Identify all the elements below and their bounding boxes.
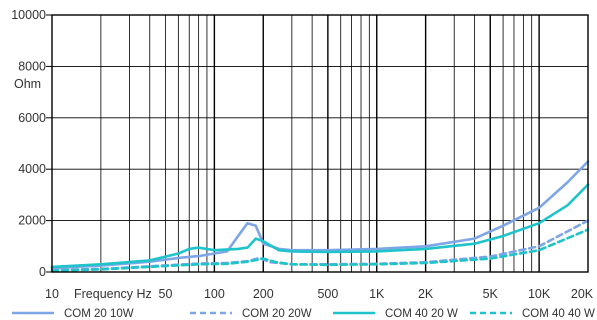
y-tick-labels: 10000 8000 6000 4000 2000 0 bbox=[11, 8, 46, 279]
x-tick-label: 10K bbox=[528, 287, 551, 301]
y-tick-label: 0 bbox=[39, 265, 46, 279]
y-tick-label: 6000 bbox=[18, 111, 46, 125]
x-tick-label: 100 bbox=[204, 287, 225, 301]
y-tick-label: 4000 bbox=[18, 162, 46, 176]
x-tick-label: 50 bbox=[159, 287, 173, 301]
legend-label: COM 40 20 W bbox=[385, 308, 458, 320]
x-tick-label: 5K bbox=[483, 287, 499, 301]
x-tick-label: 1K bbox=[369, 287, 385, 301]
x-tick-label: 500 bbox=[317, 287, 338, 301]
y-tick-label: 8000 bbox=[18, 59, 46, 73]
y-tick-label: 10000 bbox=[11, 8, 46, 22]
x-axis-label: Frequency Hz bbox=[74, 287, 152, 301]
grid-lines bbox=[51, 15, 589, 272]
legend-label: COM 20 10W bbox=[64, 308, 134, 320]
legend-label: COM 40 40 W bbox=[522, 308, 595, 320]
series-line bbox=[50, 228, 590, 272]
x-tick-label: 10 bbox=[45, 287, 59, 301]
legend-label: COM 20 20W bbox=[242, 308, 312, 320]
plot-border bbox=[51, 14, 589, 273]
series-line bbox=[50, 160, 590, 270]
x-tick-labels: 10 50 100 200 500 1K 2K 5K 10K 20K bbox=[45, 287, 594, 301]
plot-frame bbox=[46, 14, 589, 273]
x-tick-label: 2K bbox=[418, 287, 434, 301]
legend: COM 20 10W COM 20 20W COM 40 20 W COM 40 40… bbox=[12, 308, 595, 320]
x-tick-label: 200 bbox=[253, 287, 274, 301]
y-tick-label: 2000 bbox=[18, 214, 46, 228]
series-lines bbox=[50, 160, 590, 272]
y-axis-label: Ohm bbox=[14, 77, 41, 91]
x-tick-label: 20K bbox=[571, 287, 594, 301]
series-line bbox=[50, 183, 590, 269]
